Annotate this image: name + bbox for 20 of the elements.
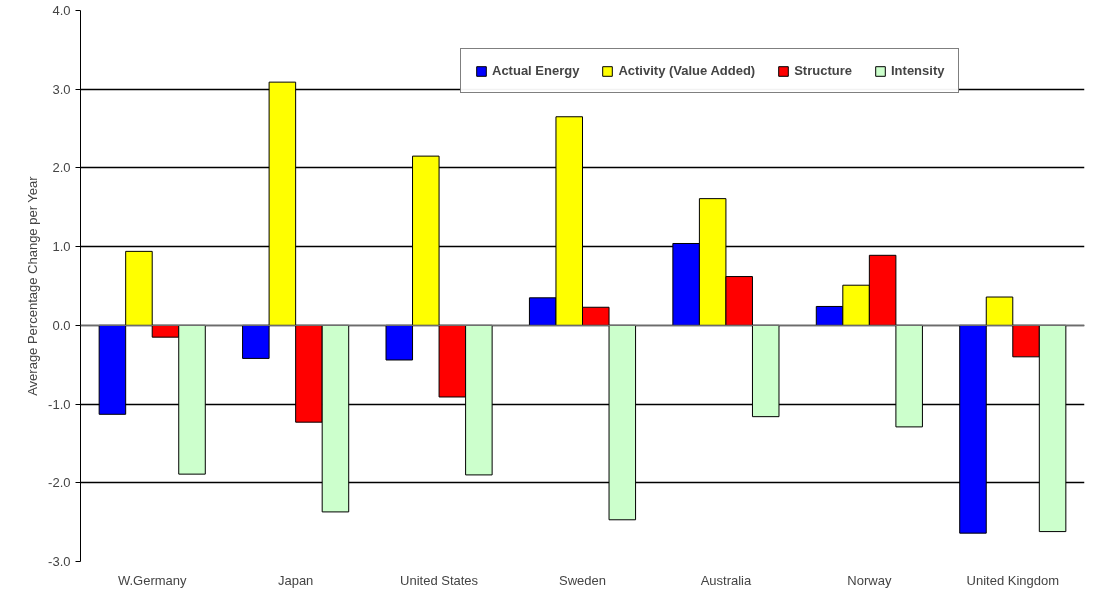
y-tick-label: 0.0	[52, 317, 71, 333]
x-tick-label: W.Germany	[117, 572, 188, 588]
y-tick-label: 3.0	[52, 81, 71, 97]
y-axis-title: Average Percentage Change per Year	[25, 175, 41, 396]
x-tick-label: United States	[400, 572, 479, 588]
y-tick-label: 4.0	[52, 3, 71, 18]
y-tick-label: -1.0	[48, 396, 71, 412]
y-tick-label: 1.0	[52, 239, 71, 255]
y-tick-label: 2.0	[52, 160, 71, 176]
x-tick-label: Japan	[277, 572, 314, 588]
x-tick-label: Sweden	[559, 572, 606, 588]
legend-label: Structure	[794, 63, 852, 78]
x-tick-label: Norway	[847, 572, 892, 588]
x-tick-label: United Kingdom	[966, 572, 1060, 588]
legend-label: Actual Energy	[492, 63, 580, 78]
y-tick-label: -2.0	[48, 475, 71, 491]
y-tick-label: -3.0	[48, 554, 71, 569]
x-tick-label: Australia	[700, 572, 752, 588]
legend-label: Intensity	[891, 63, 945, 78]
legend-label: Activity (Value Added)	[618, 63, 756, 78]
